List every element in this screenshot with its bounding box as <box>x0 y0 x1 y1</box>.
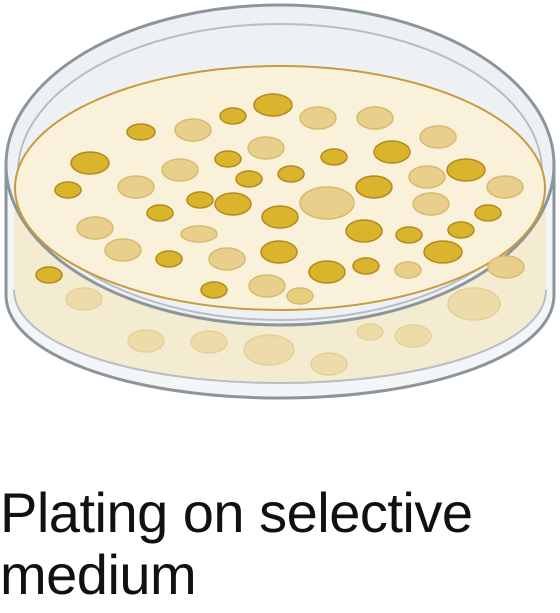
colony <box>412 192 450 216</box>
colony <box>394 324 432 348</box>
colony <box>247 136 285 160</box>
colony <box>308 260 346 284</box>
colony <box>447 287 501 321</box>
colony <box>356 106 394 130</box>
colony <box>447 221 475 239</box>
colony <box>76 216 114 240</box>
colony <box>260 240 298 264</box>
petri-dish-illustration <box>4 3 556 400</box>
colony <box>474 204 502 222</box>
colony <box>419 125 457 149</box>
colony <box>299 186 355 220</box>
colony <box>261 205 299 229</box>
colony <box>446 158 486 182</box>
colony <box>395 226 423 244</box>
colony <box>104 238 142 262</box>
colony <box>219 107 247 125</box>
colony <box>35 266 63 284</box>
colony <box>235 170 263 188</box>
colony <box>394 261 422 279</box>
colony <box>486 175 524 199</box>
colony <box>186 191 214 209</box>
colony <box>277 165 305 183</box>
colony <box>253 93 293 117</box>
colony <box>54 181 82 199</box>
colony <box>243 334 295 366</box>
colony <box>155 250 183 268</box>
colony <box>310 352 348 376</box>
caption-text: Plating on selective medium <box>0 481 473 606</box>
colony <box>286 287 314 305</box>
colony <box>408 165 446 189</box>
colony <box>190 330 228 354</box>
dish-base-edge <box>13 289 547 385</box>
colony <box>248 274 286 298</box>
colony <box>180 225 218 243</box>
colony <box>174 118 212 142</box>
colony <box>208 247 246 271</box>
colony <box>299 106 337 130</box>
colony <box>423 240 463 264</box>
colony <box>161 158 199 182</box>
colony <box>214 150 242 168</box>
colony <box>373 140 411 164</box>
colonies <box>35 93 525 376</box>
colony <box>200 281 228 299</box>
colony <box>320 148 348 166</box>
colony <box>146 204 174 222</box>
colony <box>117 175 155 199</box>
colony <box>127 329 165 353</box>
colony <box>126 123 156 141</box>
colony <box>214 192 252 216</box>
colony <box>356 323 384 341</box>
colony <box>487 255 525 279</box>
colony <box>355 175 393 199</box>
colony <box>352 257 380 275</box>
colony <box>345 219 383 243</box>
colony <box>65 287 103 311</box>
colony <box>70 151 110 175</box>
